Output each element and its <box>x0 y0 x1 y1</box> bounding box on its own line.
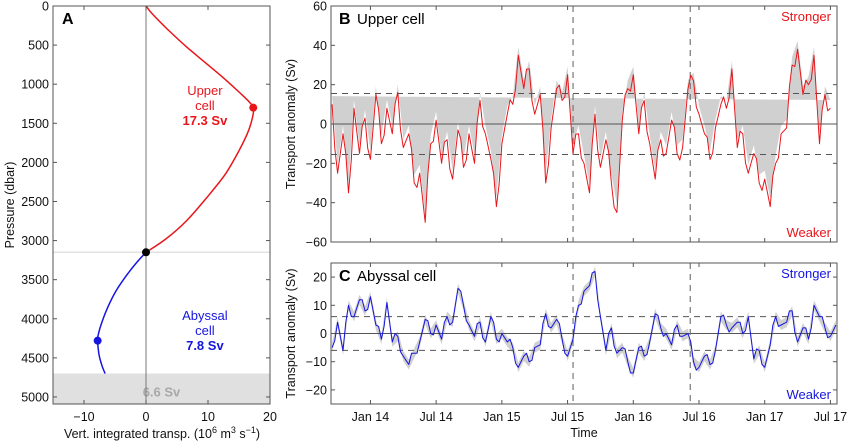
uncertainty-band <box>332 41 831 215</box>
x-axis-label-sup: 3 <box>231 425 236 435</box>
x-tick-label: 0 <box>143 410 150 424</box>
panel-label: B <box>339 11 351 28</box>
x-axis-label: Vert. integrated transp. (106 m3 s−1) <box>64 425 260 441</box>
bottom-region <box>53 373 270 404</box>
plot-frame <box>52 5 271 405</box>
y-tick-label: 2500 <box>21 195 49 209</box>
y-tick-label: −20 <box>306 157 327 171</box>
x-tick-label: Jan 17 <box>746 410 784 424</box>
x-ticks: −10 0 10 20 <box>73 6 277 424</box>
x-tick-label: 20 <box>263 410 277 424</box>
y-tick-label: 20 <box>313 271 327 285</box>
uncertainty-band <box>332 266 836 378</box>
upper-cell-max-point <box>249 103 258 112</box>
y-ticks: 0 500 1000 1500 2000 2500 3000 3500 4000 4500 5000 <box>21 0 270 404</box>
panel-label: C <box>339 268 351 285</box>
x-tick-label: Jan 14 <box>352 410 390 424</box>
y-tick-label: 1000 <box>21 78 49 92</box>
panel-c: −20 −10 0 10 20 Jan 14 Jul 14 Jan 15 Jul 15 Jan 1… <box>284 262 847 424</box>
crossing-point <box>142 248 150 257</box>
x-tick-label: Jul 16 <box>682 410 715 424</box>
y-tick-label: 60 <box>313 0 327 14</box>
y-tick-label: 0 <box>320 327 327 341</box>
abyssal-cell-value: 7.8 Sv <box>186 338 224 353</box>
abyssal-cell-label: Abyssal <box>182 308 228 323</box>
x-tick-label: Jan 15 <box>483 410 521 424</box>
x-axis-label-part: m <box>217 427 231 441</box>
x-axis-label-part: ) <box>256 427 260 441</box>
stronger-label: Stronger <box>781 266 832 281</box>
y-axis-label: Pressure (dbar) <box>3 162 17 249</box>
y-axis-label: Transport anomaly (Sv) <box>284 59 298 189</box>
y-tick-label: 2000 <box>21 156 49 170</box>
panel-b: −60 −40 −20 0 20 40 60 B Upper cell Stronger Weake… <box>284 0 838 250</box>
x-axis-label-part: s <box>236 427 246 441</box>
upper-cell-label: Upper <box>187 83 223 98</box>
y-tick-label: −10 <box>306 355 327 369</box>
x-tick-label: 10 <box>201 410 215 424</box>
x-tick-label: Jul 15 <box>551 410 584 424</box>
y-axis-label: Transport anomaly (Sv) <box>284 268 298 398</box>
stronger-label: Stronger <box>781 9 832 24</box>
y-tick-label: 5000 <box>21 390 49 404</box>
y-tick-label: 10 <box>313 299 327 313</box>
y-tick-label: 500 <box>28 39 49 53</box>
y-tick-label: 0 <box>42 0 49 14</box>
y-tick-label: 3500 <box>21 273 49 287</box>
y-tick-label: −60 <box>306 236 327 250</box>
y-tick-label: 20 <box>313 78 327 92</box>
y-tick-label: 0 <box>320 118 327 132</box>
abyssal-cell-min-point <box>93 336 102 345</box>
panel-title: Upper cell <box>357 11 425 28</box>
y-tick-label: 3000 <box>21 234 49 248</box>
y-tick-label: 1500 <box>21 117 49 131</box>
upper-cell-value: 17.3 Sv <box>182 113 228 128</box>
panel-title: Abyssal cell <box>357 268 436 285</box>
panel-a: 6.6 Sv 0 500 1000 1500 2000 2500 3000 3500 4000 4… <box>3 0 277 441</box>
upper-cell-label-2: cell <box>195 98 215 113</box>
x-axis-label: Time <box>570 426 597 440</box>
x-tick-label: −10 <box>73 410 94 424</box>
y-tick-label: 4000 <box>21 312 49 326</box>
x-tick-label: Jul 14 <box>419 410 452 424</box>
y-tick-label: 40 <box>313 39 327 53</box>
series-line <box>331 271 837 374</box>
series-line <box>331 48 831 223</box>
weaker-label: Weaker <box>786 225 831 240</box>
x-axis-label-sup: 6 <box>212 425 217 435</box>
abyssal-cell-profile <box>96 251 147 374</box>
x-tick-label: Jul 17 <box>814 410 847 424</box>
x-tick-label: Jan 16 <box>615 410 653 424</box>
y-tick-label: −40 <box>306 196 327 210</box>
abyssal-cell-label-2: cell <box>195 323 215 338</box>
upper-cell-profile <box>145 5 255 253</box>
panel-label: A <box>62 11 74 28</box>
weaker-label: Weaker <box>786 387 831 402</box>
bottom-region-label: 6.6 Sv <box>143 384 181 399</box>
y-tick-label: −20 <box>306 383 327 397</box>
x-axis-label-part: Vert. integrated transp. (10 <box>64 427 212 441</box>
y-tick-label: 4500 <box>21 351 49 365</box>
x-axis-label-sup: −1 <box>246 425 256 435</box>
